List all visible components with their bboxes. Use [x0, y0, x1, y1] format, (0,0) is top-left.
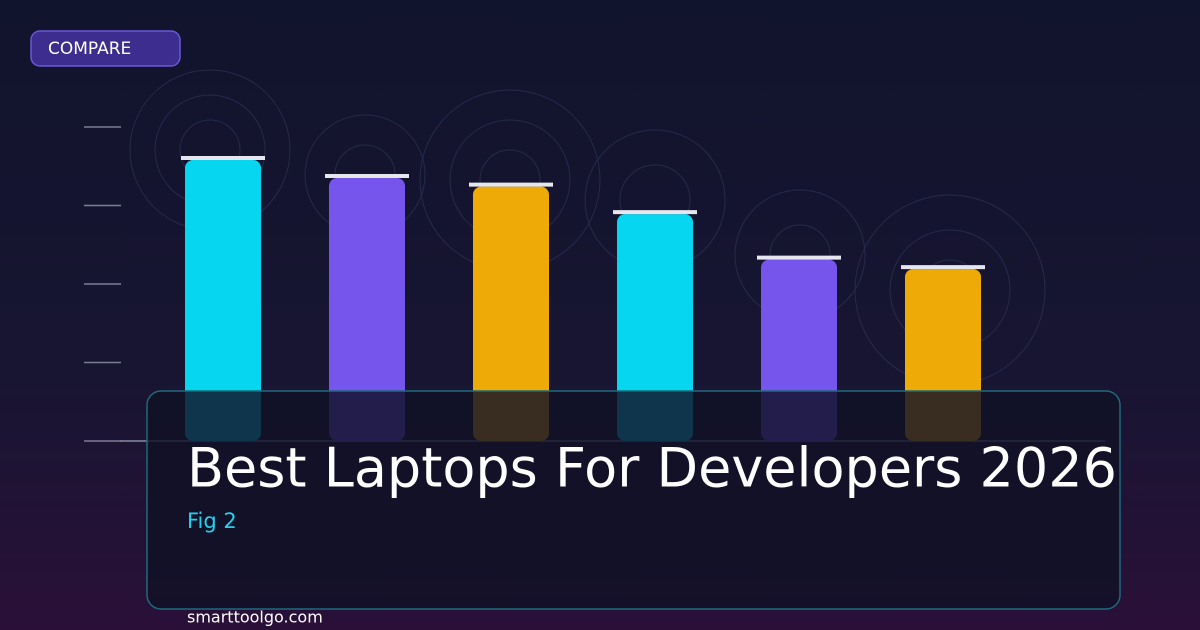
badge — [30, 30, 181, 67]
badge-label: COMPARE — [48, 39, 131, 59]
chart-subtitle: Fig 2 — [187, 509, 237, 533]
bar — [185, 159, 261, 441]
chart-title: Best Laptops For Developers 2026 — [187, 437, 1117, 500]
bar — [617, 214, 693, 441]
footer: smarttoolgo.com — [187, 608, 323, 627]
bar — [473, 186, 549, 441]
title-card — [146, 390, 1121, 610]
bar — [329, 178, 405, 441]
